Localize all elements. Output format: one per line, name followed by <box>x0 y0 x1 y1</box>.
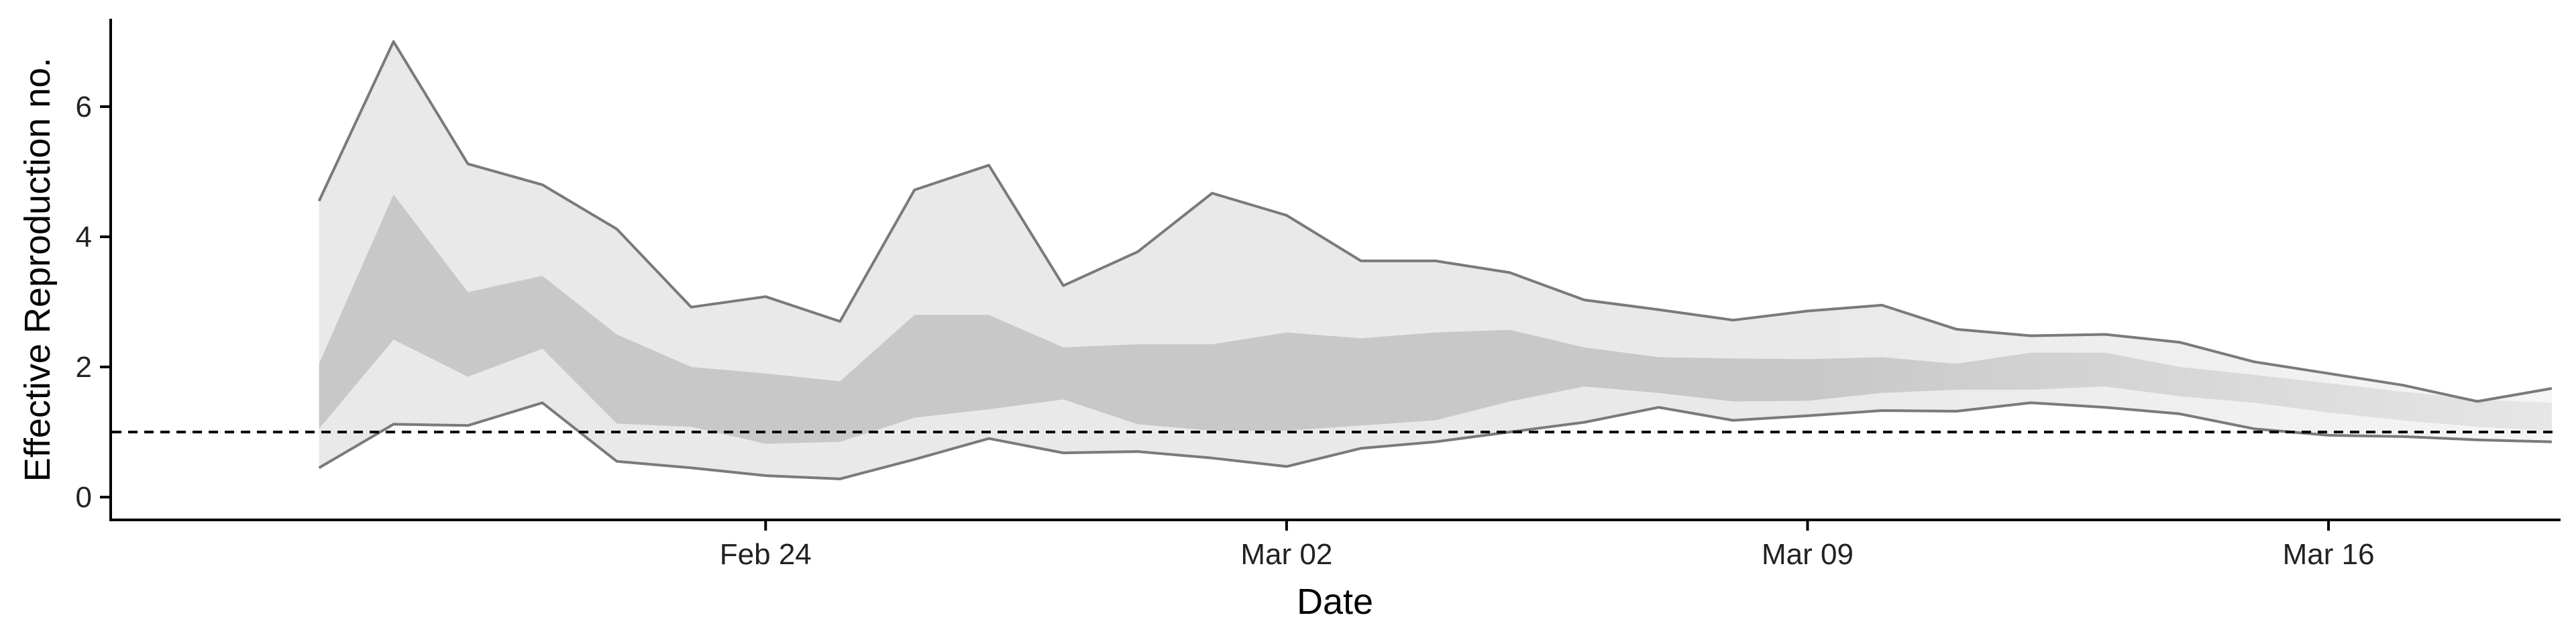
y-tick-label: 6 <box>76 91 92 123</box>
x-axis-title: Date <box>1297 582 1373 622</box>
x-tick-label: Mar 02 <box>1240 538 1332 571</box>
x-tick-label: Feb 24 <box>720 538 812 571</box>
y-tick-label: 0 <box>76 481 92 514</box>
x-tick-label: Mar 09 <box>1762 538 1854 571</box>
y-tick-label: 2 <box>76 351 92 384</box>
y-ticks: 0 2 4 6 <box>76 91 111 514</box>
recent-estimate-fade <box>1807 19 2551 520</box>
y-axis-title: Effective Reproduction no. <box>17 58 58 482</box>
x-tick-label: Mar 16 <box>2283 538 2375 571</box>
x-ticks: Feb 24 Mar 02 Mar 09 Mar 16 <box>720 520 2375 571</box>
plot-area <box>112 19 2559 520</box>
y-tick-label: 4 <box>76 221 92 254</box>
